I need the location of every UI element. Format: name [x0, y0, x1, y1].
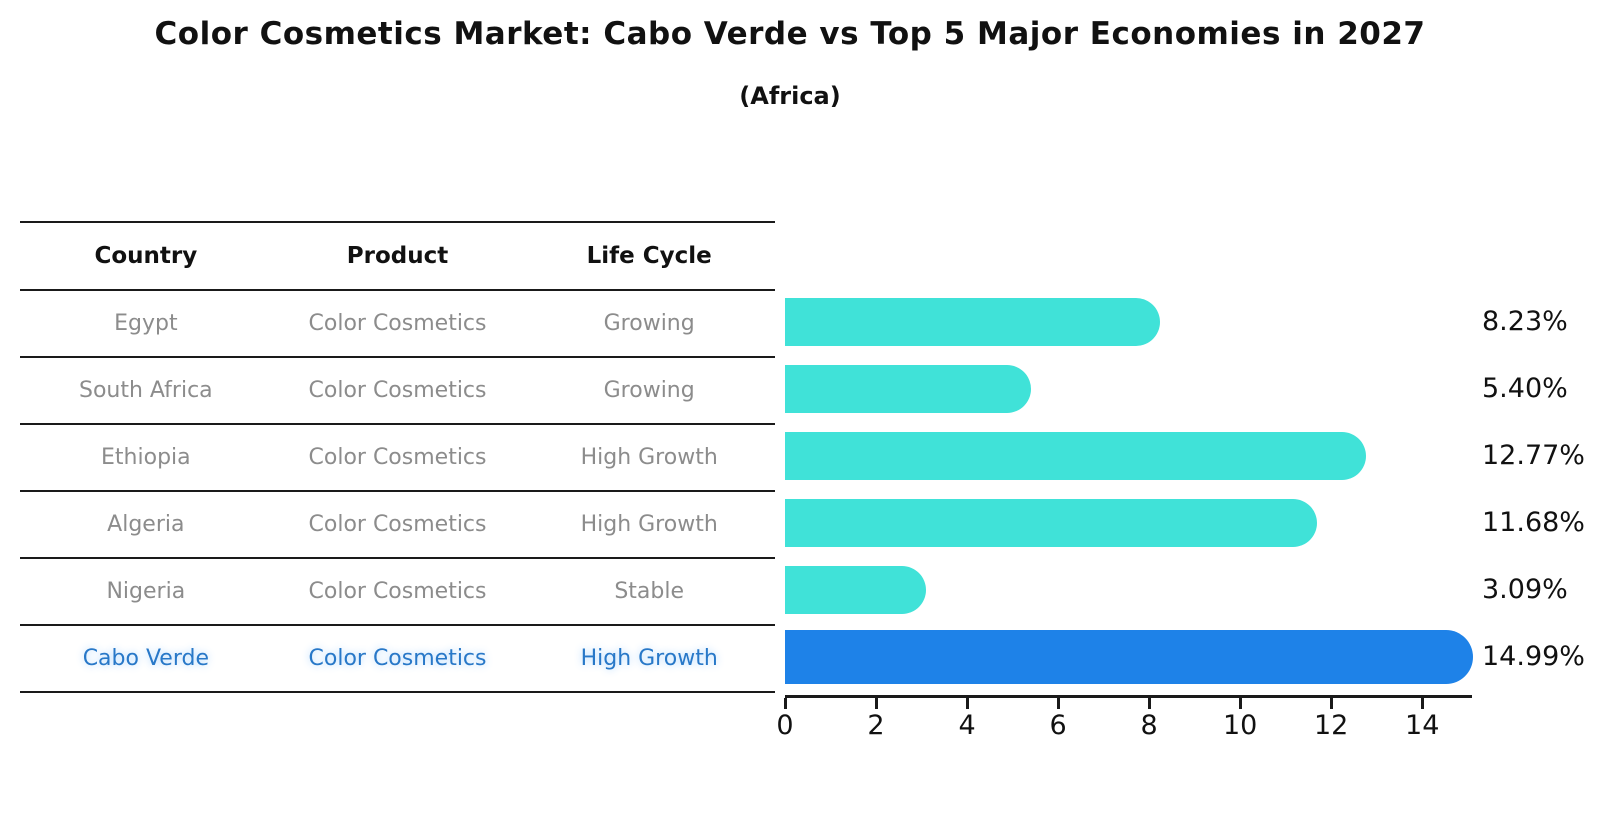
- table-cell-lifecycle: High Growth: [580, 646, 718, 671]
- table-row: Algeria Color Cosmetics High Growth: [20, 492, 775, 559]
- value-label: 11.68%: [1482, 507, 1585, 538]
- table-cell-lifecycle: Stable: [614, 579, 685, 604]
- value-label: 5.40%: [1482, 373, 1568, 404]
- table-cell-lifecycle: Growing: [603, 311, 695, 336]
- table-cell-product: Color Cosmetics: [308, 512, 487, 537]
- x-axis-tick-mark: [1147, 698, 1151, 709]
- table-row: Nigeria Color Cosmetics Stable: [20, 559, 775, 626]
- column-header-lifecycle: Life Cycle: [586, 243, 712, 269]
- table-body: Egypt Color Cosmetics Growing South Afri…: [20, 291, 775, 693]
- bar-row: 12.77%: [785, 423, 1604, 490]
- bar-chart: 8.23% 5.40% 12.77% 11.68% 3.09% 14.99% 0…: [776, 289, 1604, 759]
- x-axis-tick-label: 10: [1222, 710, 1258, 741]
- bar-row: 8.23%: [785, 289, 1604, 356]
- table-cell-lifecycle: Growing: [603, 378, 695, 403]
- table-cell-country: Egypt: [114, 311, 178, 336]
- chart-subtitle: (Africa): [739, 82, 841, 110]
- value-bar: [785, 365, 1031, 413]
- table-cell-product: Color Cosmetics: [308, 579, 487, 604]
- value-bar: [785, 499, 1317, 547]
- table-row: Ethiopia Color Cosmetics High Growth: [20, 425, 775, 492]
- table-cell-lifecycle: High Growth: [580, 445, 718, 470]
- x-axis-tick-label: 0: [776, 710, 794, 741]
- table-cell-product: Color Cosmetics: [308, 378, 487, 403]
- column-header-product: Product: [346, 243, 449, 269]
- table-cell-country: Cabo Verde: [82, 646, 209, 671]
- table-cell-country: South Africa: [78, 378, 213, 403]
- x-axis-tick-label: 14: [1405, 710, 1440, 741]
- table-cell-product: Color Cosmetics: [308, 445, 487, 470]
- table-cell-country: Ethiopia: [101, 445, 191, 470]
- value-label: 8.23%: [1482, 306, 1568, 337]
- table-cell-country: Algeria: [107, 512, 185, 537]
- table-cell-lifecycle: High Growth: [580, 512, 718, 537]
- value-label: 12.77%: [1482, 440, 1585, 471]
- x-axis-tick-label: 2: [867, 710, 885, 741]
- x-axis-tick-mark: [783, 698, 787, 709]
- x-axis-tick-mark: [965, 698, 969, 709]
- x-axis-tick-mark: [1420, 698, 1424, 709]
- x-axis-tick-label: 4: [958, 710, 976, 741]
- table-row: South Africa Color Cosmetics Growing: [20, 358, 775, 425]
- table-cell-country: Nigeria: [106, 579, 186, 604]
- x-axis-tick-label: 6: [1049, 710, 1067, 741]
- table-row: Cabo Verde Color Cosmetics High Growth: [20, 626, 775, 693]
- value-bar: [785, 566, 926, 614]
- x-axis-tick-mark: [1056, 698, 1060, 709]
- column-header-country: Country: [94, 243, 198, 269]
- table-cell-product: Color Cosmetics: [308, 646, 487, 671]
- table-cell-product: Color Cosmetics: [308, 311, 487, 336]
- chart-title: Color Cosmetics Market: Cabo Verde vs To…: [154, 16, 1426, 52]
- table-row: Egypt Color Cosmetics Growing: [20, 291, 775, 358]
- x-axis-tick-label: 12: [1313, 710, 1349, 741]
- value-bar: [785, 432, 1367, 480]
- bar-row: 5.40%: [785, 356, 1604, 423]
- x-axis-tick-mark: [874, 698, 878, 709]
- value-label: 3.09%: [1482, 574, 1568, 605]
- value-bar: [785, 298, 1160, 346]
- bar-row: 11.68%: [785, 490, 1604, 557]
- country-table: Country Product Life Cycle Egypt Color C…: [20, 221, 775, 693]
- value-bar: [785, 630, 1474, 684]
- value-label: 14.99%: [1482, 641, 1585, 672]
- x-axis-tick-mark: [1329, 698, 1333, 709]
- x-axis-tick-mark: [1238, 698, 1242, 709]
- bar-row: 14.99%: [785, 624, 1604, 691]
- bar-row: 3.09%: [785, 557, 1604, 624]
- x-axis-tick-label: 8: [1140, 710, 1158, 741]
- x-axis-line: [785, 695, 1472, 698]
- table-header-row: Country Product Life Cycle: [20, 223, 775, 291]
